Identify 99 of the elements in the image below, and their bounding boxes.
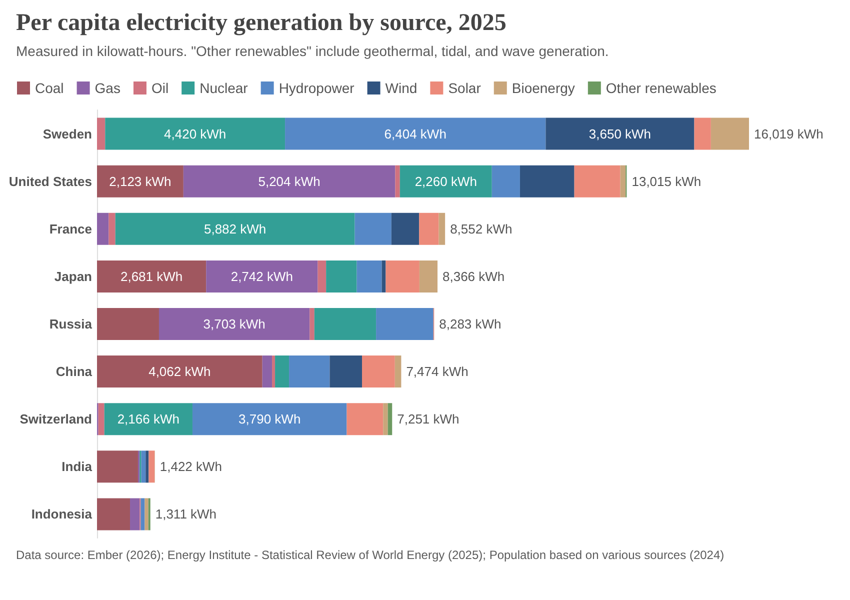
total-label: 1,422 kWh [160, 459, 222, 474]
bar [419, 260, 438, 292]
data-label: 4,062 kWh [148, 364, 211, 380]
bar [108, 212, 116, 245]
bar [192, 403, 347, 436]
bar [346, 403, 384, 436]
bar [574, 165, 620, 198]
bar [376, 308, 434, 340]
bar [395, 165, 400, 198]
bar [354, 212, 392, 245]
bar [391, 212, 420, 245]
total-label: 7,251 kWh [397, 412, 460, 427]
bar [400, 165, 492, 198]
data-label: 5,204 kWh [258, 174, 320, 189]
bar [140, 498, 145, 530]
y-tick-label: Switzerland [20, 412, 92, 427]
source-note: Data source: Ember (2026); Energy Institute - Statistical Review of World Energy (2025); Population based on various sources (2024) [16, 548, 726, 562]
total-label: 8,283 kWh [439, 316, 502, 332]
bar [148, 450, 155, 483]
bar [158, 308, 310, 340]
data-label: 3,790 kWh [238, 412, 301, 427]
bar [318, 260, 326, 292]
bar [275, 356, 290, 388]
bar [130, 498, 140, 530]
y-tick-label: India [62, 459, 93, 474]
bar [394, 356, 402, 388]
data-label: 2,742 kWh [230, 268, 293, 284]
bar [183, 165, 396, 198]
bar [104, 403, 192, 436]
y-tick-label: United States [8, 174, 92, 189]
data-label: 5,882 kWh [204, 221, 266, 236]
legend-label: Coal [35, 80, 64, 96]
bar [262, 356, 272, 388]
chart-subtitle: Measured in kilowatt-hours. "Other renewables" include geothermal, tidal, and wave generation. [16, 43, 610, 59]
bar [382, 260, 386, 292]
bar [97, 260, 206, 292]
bar [285, 118, 546, 150]
legend-label: Hydropower [278, 80, 355, 96]
bar [326, 260, 357, 292]
chart-title: Per capita electricity generation by source, 2025 [16, 10, 508, 37]
legend-label: Other renewables [606, 80, 716, 96]
bar [97, 118, 106, 150]
bar [146, 450, 149, 483]
legend-label: Bioenergy [512, 80, 575, 96]
total-label: 8,366 kWh [442, 268, 505, 284]
bar [144, 498, 148, 530]
bar [98, 403, 104, 436]
bar [105, 118, 286, 150]
bar [314, 308, 376, 340]
bar [492, 165, 520, 198]
legend-label: Nuclear [200, 80, 248, 96]
bar [97, 212, 109, 245]
bar [97, 165, 184, 198]
bar [272, 356, 276, 388]
bar [97, 450, 138, 483]
bar [356, 260, 382, 292]
bar [97, 356, 262, 388]
y-tick-label: Sweden [42, 126, 92, 142]
y-tick-label: China [56, 364, 93, 380]
y-tick-label: Japan [54, 268, 92, 284]
bar [115, 212, 355, 245]
data-label: 4,420 kWh [164, 126, 226, 142]
legend-label: Oil [151, 80, 169, 96]
bar [520, 165, 574, 198]
data-label: 2,681 kWh [120, 268, 183, 284]
bar [206, 260, 318, 292]
total-label: 13,015 kWh [632, 174, 702, 189]
data-label: 2,123 kWh [109, 174, 172, 189]
legend-label: Solar [448, 80, 482, 96]
total-label: 8,552 kWh [450, 221, 512, 236]
bar [710, 118, 749, 150]
bar [419, 212, 439, 245]
bar [141, 450, 146, 483]
bar [620, 165, 626, 198]
legend-label: Gas [94, 80, 120, 96]
bar [438, 212, 446, 245]
total-label: 16,019 kWh [754, 126, 824, 142]
data-label: 3,703 kWh [203, 316, 266, 332]
y-tick-label: France [49, 221, 92, 236]
total-label: 1,311 kWh [155, 506, 217, 522]
bar [383, 403, 388, 436]
data-label: 2,166 kWh [117, 412, 180, 427]
bar [289, 356, 330, 388]
total-label: 7,474 kWh [406, 364, 468, 380]
data-label: 2,260 kWh [414, 174, 477, 189]
bar [546, 118, 694, 150]
y-tick-label: Russia [49, 316, 93, 332]
bar [362, 356, 395, 388]
bar [97, 498, 130, 530]
data-label: 6,404 kWh [384, 126, 446, 142]
y-tick-label: Indonesia [31, 506, 93, 522]
data-label: 3,650 kWh [588, 126, 652, 142]
bar [310, 308, 314, 340]
bar [694, 118, 711, 150]
bar [330, 356, 362, 388]
legend-label: Wind [385, 80, 418, 96]
bar [388, 403, 392, 436]
bar [386, 260, 420, 292]
bar [97, 308, 159, 340]
